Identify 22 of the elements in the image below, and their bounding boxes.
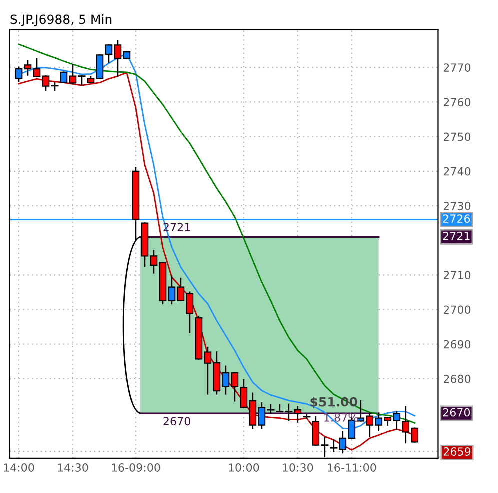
y-tick-label: 2760	[444, 98, 471, 107]
y-tick-label: 2750	[444, 132, 471, 142]
y-tick-label: 2700	[444, 306, 471, 314]
y-tick-label: 2730	[444, 202, 471, 210]
candlestick	[15, 66, 23, 82]
x-tick-label: 14:30	[58, 464, 88, 472]
x-tick-label: 16-11:00	[328, 464, 376, 472]
x-tick-label: 10:30	[283, 464, 314, 472]
y-tick-label: 2740	[444, 167, 471, 176]
y-tick-label: 2659	[444, 448, 471, 456]
x-tick-label: 14:00	[4, 464, 34, 472]
text: 2670	[443, 408, 470, 417]
ref-line-label: 2670	[164, 417, 190, 426]
text: 2721	[443, 232, 470, 240]
chart-title: S.JP.J6988, 5 Min	[10, 14, 112, 27]
x-tick-label: 10:00	[229, 464, 260, 472]
ref-line-label: 2726	[443, 214, 470, 224]
y-tick-label: 2770	[444, 64, 471, 72]
y-tick-label: 2680	[444, 374, 471, 384]
x-tick-label: 16-09:00	[112, 464, 160, 472]
y-tick-label: 2690	[444, 340, 471, 349]
y-tick-label: 2710	[444, 271, 471, 280]
